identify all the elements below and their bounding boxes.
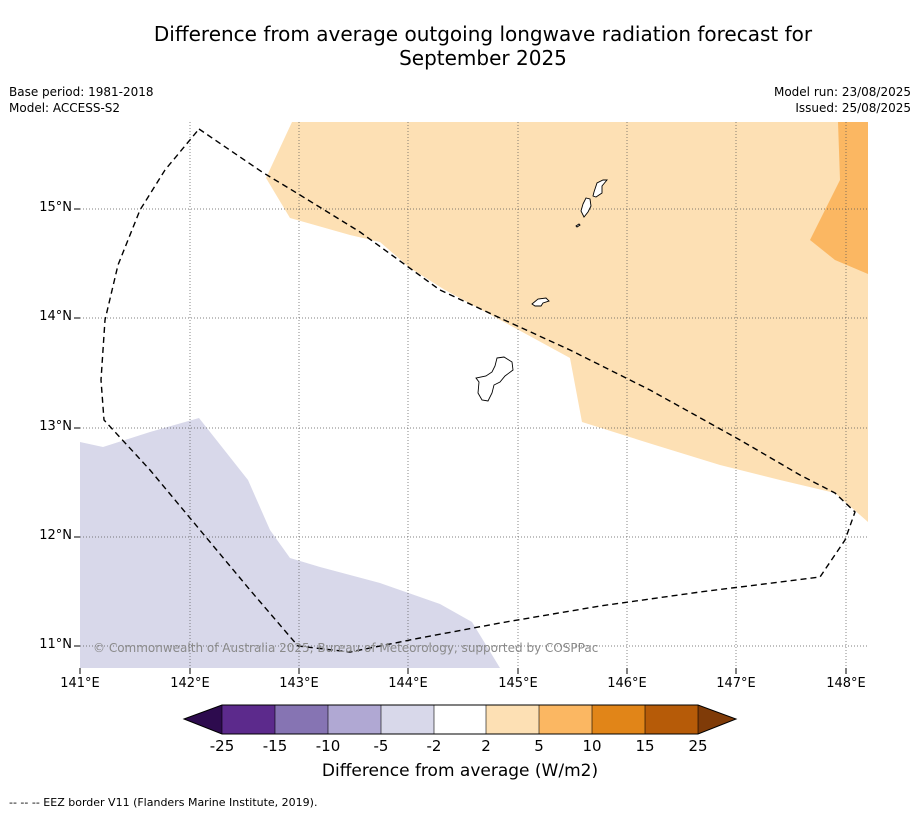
colorbar-bin-minus5-minus2 (381, 705, 434, 734)
colorbar-tick-minus2: -2 (426, 737, 442, 755)
lon-label-146: 146°E (607, 676, 647, 691)
colorbar-bin-minus2-2 (434, 705, 486, 734)
colorbar-tick-25: 25 (688, 737, 708, 755)
copyright-notice: © Commonwealth of Australia 2025, Bureau… (93, 641, 599, 655)
region-minus5-to-minus2 (80, 418, 500, 668)
colorbar-tick-minus10: -10 (315, 737, 341, 755)
island-rota (531, 297, 550, 307)
lat-label-14: 14°N (39, 309, 72, 324)
lon-label-147: 147°E (716, 676, 756, 691)
islands (475, 179, 608, 402)
eez-border (100, 128, 856, 653)
colorbar-over-arrow (698, 705, 736, 734)
lon-label-141: 141°E (60, 676, 100, 691)
colorbar-dividers (221, 705, 699, 734)
model-name: Model: ACCESS-S2 (9, 101, 121, 115)
lon-label-145: 145°E (498, 676, 538, 691)
region-2-to-5 (266, 122, 868, 522)
lon-label-148: 148°E (826, 676, 866, 691)
colorbar-bin-2-5 (486, 705, 539, 734)
colorbar-tick-minus25: -25 (209, 737, 235, 755)
meta-right: Model run: 23/08/2025 Issued: 25/08/2025 (774, 84, 911, 116)
island-tinian (580, 197, 592, 218)
meta-left: Base period: 1981-2018 Model: ACCESS-S2 (9, 84, 154, 116)
island-saipan (592, 179, 608, 198)
colorbar-title: Difference from average (W/m2) (321, 761, 599, 781)
region-5-to-10 (810, 122, 868, 274)
model-run: Model run: 23/08/2025 (773, 85, 911, 99)
colorbar-bin-minus15-minus10 (275, 705, 328, 734)
lon-label-143: 143°E (279, 676, 319, 691)
colorbar-bin-15-25 (645, 705, 698, 734)
axis-ticks (74, 208, 847, 674)
lon-label-142: 142°E (170, 676, 210, 691)
lat-label-12: 12°N (39, 528, 72, 543)
colorbar-bin-5-10 (539, 705, 592, 734)
colorbar-bin-minus25-minus15 (222, 705, 275, 734)
lon-label-144: 144°E (388, 676, 428, 691)
colorbar-tick-2: 2 (481, 737, 491, 755)
colorbar-tick-minus5: -5 (373, 737, 389, 755)
lat-label-13: 13°N (39, 419, 72, 434)
island-aguijan (575, 223, 581, 228)
lat-label-15: 15°N (39, 200, 72, 215)
colorbar-tick-minus15: -15 (262, 737, 288, 755)
colorbar-tick-15: 15 (635, 737, 655, 755)
issued-date: Issued: 25/08/2025 (795, 101, 911, 115)
eez-footnote: -- -- -- EEZ border V11 (Flanders Marine… (9, 796, 318, 809)
title-line-2: September 2025 (399, 46, 567, 70)
colorbar-tick-5: 5 (534, 737, 544, 755)
island-guam (475, 356, 514, 402)
colorbar-tick-10: 10 (582, 737, 602, 755)
lat-label-11: 11°N (39, 637, 72, 652)
anomaly-field (80, 122, 868, 668)
colorbar-bin-10-15 (592, 705, 645, 734)
colorbar-under-arrow (184, 705, 222, 734)
title-line-1: Difference from average outgoing longwav… (153, 22, 813, 46)
graticule (80, 122, 868, 668)
colorbar-bin-minus10-minus5 (328, 705, 381, 734)
map-title: Difference from average outgoing longwav… (0, 22, 919, 70)
base-period: Base period: 1981-2018 (9, 85, 154, 99)
